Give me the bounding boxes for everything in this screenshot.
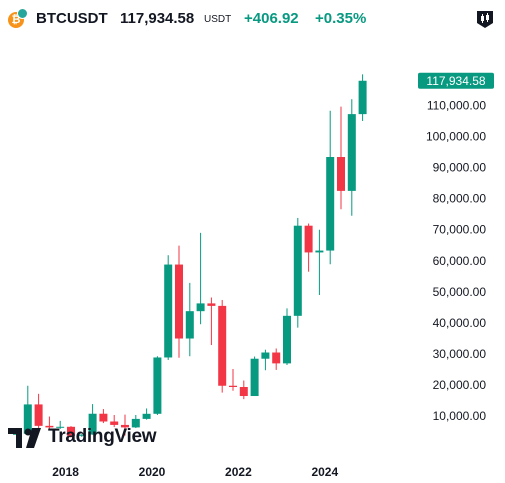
candle-body	[110, 421, 119, 425]
candle-body	[185, 311, 194, 339]
candle-body	[250, 358, 259, 397]
candle[interactable]	[250, 356, 259, 397]
candle[interactable]	[185, 282, 194, 357]
candle[interactable]	[77, 434, 86, 437]
candle[interactable]	[121, 414, 129, 436]
candle[interactable]	[196, 232, 205, 325]
candle[interactable]	[239, 380, 248, 400]
price-axis-tick-label: 80,000.00	[433, 192, 487, 206]
candle[interactable]	[272, 348, 281, 370]
candle[interactable]	[358, 74, 367, 121]
symbol-name[interactable]: BTCUSDT	[36, 10, 108, 27]
tradingview-logo-icon	[8, 428, 41, 448]
candle[interactable]	[207, 297, 216, 346]
candle[interactable]	[110, 414, 119, 428]
time-axis-tick-label: 2022	[225, 465, 252, 479]
candle[interactable]	[164, 255, 173, 360]
last-price-label: 117,934.58	[418, 72, 494, 89]
price-axis-tick-label: 40,000.00	[433, 316, 487, 330]
candle-body	[293, 225, 302, 316]
candle[interactable]	[175, 245, 183, 358]
last-price-label-bg	[418, 72, 494, 89]
candle[interactable]	[88, 404, 97, 435]
last-price-label-text: 117,934.58	[426, 74, 485, 88]
candle-body	[261, 352, 270, 359]
price-change-absolute: +406.92	[244, 10, 299, 27]
candle-body	[337, 157, 345, 191]
candlestick-menu-icon[interactable]	[474, 8, 496, 30]
time-axis: 2018 2020 2022 2024	[52, 465, 338, 479]
candle-body	[218, 305, 227, 386]
candle-body	[175, 264, 183, 339]
candle-body	[121, 424, 129, 428]
candle-body	[207, 303, 216, 306]
candle-body	[326, 157, 335, 251]
price-axis: 10,000.00 20,000.00 30,000.00 40,000.00 50,0…	[426, 98, 486, 423]
candle-body	[239, 387, 248, 397]
candle-body	[304, 225, 313, 253]
candle-body	[77, 434, 86, 436]
candle[interactable]	[326, 110, 335, 265]
candle-body	[88, 413, 97, 435]
candle[interactable]	[347, 99, 356, 216]
candle-body	[272, 352, 281, 364]
candle-body	[131, 418, 140, 428]
candle-body	[347, 114, 356, 191]
candles-layer	[13, 74, 367, 439]
candle[interactable]	[337, 106, 345, 210]
candle-body	[67, 426, 75, 436]
exchange-badge-icon	[17, 8, 28, 19]
candle[interactable]	[261, 349, 270, 371]
candle[interactable]	[56, 420, 65, 429]
time-axis-tick-label: 2018	[52, 465, 79, 479]
candle-body	[34, 404, 43, 426]
candle-body	[229, 385, 237, 388]
candle[interactable]	[229, 368, 237, 391]
candle-body	[23, 404, 32, 434]
candle[interactable]	[34, 393, 43, 429]
candle-body	[153, 357, 162, 414]
candle[interactable]	[153, 356, 162, 415]
price-axis-tick-label: 90,000.00	[433, 161, 487, 175]
candle[interactable]	[131, 414, 140, 429]
candle[interactable]	[283, 308, 291, 365]
price-axis-tick-label: 30,000.00	[433, 347, 487, 361]
candle[interactable]	[293, 217, 302, 328]
candle-body	[45, 425, 54, 428]
candle[interactable]	[67, 426, 75, 438]
candle-body	[358, 80, 367, 115]
candle[interactable]	[304, 223, 313, 272]
candle-body	[56, 426, 65, 428]
price-axis-tick-label: 100,000.00	[426, 130, 486, 144]
candle[interactable]	[99, 409, 108, 424]
candle[interactable]	[45, 416, 54, 430]
time-axis-tick-label: 2020	[139, 465, 166, 479]
price-axis-tick-label: 110,000.00	[427, 98, 486, 112]
tradingview-logo-text: TradingView	[48, 426, 157, 447]
candle[interactable]	[23, 385, 32, 435]
price-axis-tick-label: 20,000.00	[433, 378, 487, 392]
last-price: 117,934.58	[120, 10, 195, 27]
candle[interactable]	[218, 299, 227, 393]
quote-currency: USDT	[204, 14, 232, 25]
candle-body	[142, 413, 151, 419]
chart-header: ₿ BTCUSDT 117,934.58 USDT +406.92 +0.35%	[0, 0, 505, 36]
price-axis-tick-label: 70,000.00	[433, 223, 487, 237]
candle-body	[99, 413, 108, 422]
candle-body	[283, 315, 291, 364]
price-axis-tick-label: 50,000.00	[433, 285, 487, 299]
candle[interactable]	[315, 229, 324, 296]
candle-body	[315, 250, 324, 253]
candle[interactable]	[142, 408, 151, 420]
price-axis-tick-label: 10,000.00	[433, 409, 487, 423]
price-change-percent: +0.35%	[315, 10, 367, 27]
price-axis-tick-label: 60,000.00	[433, 254, 487, 268]
candle-body	[196, 303, 205, 312]
time-axis-tick-label: 2024	[311, 465, 338, 479]
candle-body	[164, 264, 173, 358]
